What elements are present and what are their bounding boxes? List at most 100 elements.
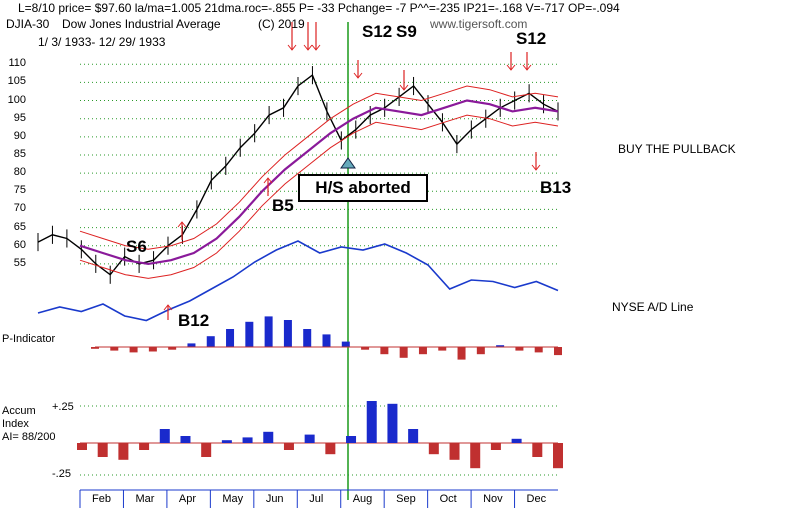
p-indicator-bar	[399, 347, 408, 358]
p-indicator-bar	[226, 329, 235, 347]
upper-band	[79, 85, 559, 250]
signal-s6: S6	[126, 237, 147, 256]
accum-index-bar	[118, 443, 129, 460]
month-label: Nov	[483, 493, 503, 505]
month-label: Dec	[526, 493, 547, 505]
lower-band	[79, 114, 559, 279]
p-indicator-bar	[418, 347, 427, 355]
p-indicator-bar	[457, 347, 466, 360]
accum-index-bar	[532, 443, 543, 457]
accum-index-bar	[346, 436, 357, 443]
accum-index-bar	[490, 443, 501, 450]
p-indicator-bar	[283, 320, 292, 347]
hs-triangle	[340, 157, 356, 169]
p-indicator-bar	[91, 347, 99, 349]
month-label: Feb	[92, 493, 111, 505]
accum-index-bar	[387, 403, 398, 443]
y-tick-label: 110	[8, 57, 26, 70]
accum-index-bar	[325, 443, 336, 455]
index-name: Dow Jones Industrial Average	[62, 17, 221, 31]
nyse-ad-label: NYSE A/D Line	[612, 300, 694, 314]
accum-index-bar	[263, 431, 274, 443]
symbol-label: DJIA-30	[6, 17, 50, 31]
accum-index-bar	[428, 443, 439, 455]
y-tick-label: 60	[13, 238, 26, 251]
accum-index-bar	[449, 443, 460, 460]
watermark: www.tigersoft.com	[430, 17, 528, 31]
sell-arrowhead	[531, 164, 541, 171]
p-indicator-bar	[303, 329, 312, 347]
y-tick-label: 95	[13, 111, 26, 124]
y-tick-label: 65	[13, 220, 26, 233]
accum-index-bar	[97, 443, 108, 457]
p-indicator-bar	[534, 347, 543, 353]
accum-index-bar	[139, 443, 150, 450]
sell-arrowhead	[287, 44, 297, 51]
p-indicator-bar	[322, 334, 331, 347]
y-tick-label: 75	[13, 184, 26, 197]
month-label: Sep	[396, 493, 416, 505]
buy-arrowhead	[163, 304, 173, 311]
p-indicator-bar	[168, 347, 177, 350]
p-indicator-bar	[264, 316, 273, 347]
sell-arrowhead	[303, 44, 313, 51]
signal-s9-top: S9	[396, 22, 417, 41]
hs-aborted-box: H/S aborted	[298, 174, 428, 202]
accum-index-bar	[408, 429, 419, 443]
accum-index-bar	[180, 436, 191, 443]
moving-average-line	[79, 99, 559, 266]
sell-arrowhead	[522, 64, 532, 71]
month-label: Jun	[265, 493, 284, 505]
buy-arrowhead	[177, 221, 187, 228]
accum-label: Accum	[2, 405, 36, 417]
p-indicator-bar	[187, 343, 196, 347]
month-label: Apr	[178, 493, 197, 505]
accum-index-bar	[242, 437, 253, 443]
p-indicator-bar	[129, 347, 138, 353]
sell-arrowhead	[506, 64, 516, 71]
accum-index-bar	[77, 443, 87, 450]
accum-index-bar	[553, 443, 563, 469]
p-indicator-bar	[438, 347, 447, 351]
index-label: Index	[2, 418, 29, 430]
accum-index-bar	[159, 429, 170, 443]
p-indicator-bar	[341, 341, 350, 347]
p-indicator-bar	[245, 321, 254, 347]
month-label: Jul	[309, 493, 324, 505]
accum-index-bar	[304, 434, 315, 443]
p-indicator-bar	[476, 347, 485, 355]
date-range: 1/ 3/ 1933- 12/ 29/ 1933	[38, 35, 166, 49]
month-label: Mar	[135, 493, 155, 505]
accum-index-bar	[366, 401, 377, 443]
y-tick-label: 100	[7, 93, 26, 106]
accum-bottom-tick: -.25	[52, 468, 71, 480]
accum-index-bar	[221, 440, 232, 443]
p-indicator-bar	[148, 347, 157, 352]
p-indicator-bar	[361, 347, 370, 350]
y-tick-label: 55	[13, 256, 26, 269]
buy-pullback-note: BUY THE PULLBACK	[618, 142, 736, 156]
month-label: Oct	[439, 493, 457, 505]
signal-s12-top: S12	[362, 22, 393, 41]
month-label: Aug	[352, 493, 373, 505]
y-tick-label: 70	[13, 202, 26, 215]
sell-arrowhead	[399, 84, 409, 91]
y-tick-label: 90	[13, 129, 26, 142]
accum-top-tick: +.25	[52, 401, 74, 413]
sell-arrowhead	[311, 44, 321, 51]
accum-index-bar	[470, 443, 481, 469]
p-indicator-bar	[380, 347, 389, 355]
buy-arrowhead	[263, 177, 273, 184]
p-indicator-label: P-Indicator	[2, 333, 56, 345]
month-label: May	[222, 493, 244, 505]
ad-line	[37, 240, 559, 322]
accum-index-bar	[201, 443, 212, 457]
accum-index-bar	[511, 438, 522, 443]
accum-index-bar	[283, 443, 294, 450]
signal-b5: B5	[272, 196, 294, 215]
ai-label: AI= 88/200	[2, 431, 56, 443]
p-indicator-bar	[515, 347, 524, 351]
sell-arrowhead	[353, 72, 363, 79]
